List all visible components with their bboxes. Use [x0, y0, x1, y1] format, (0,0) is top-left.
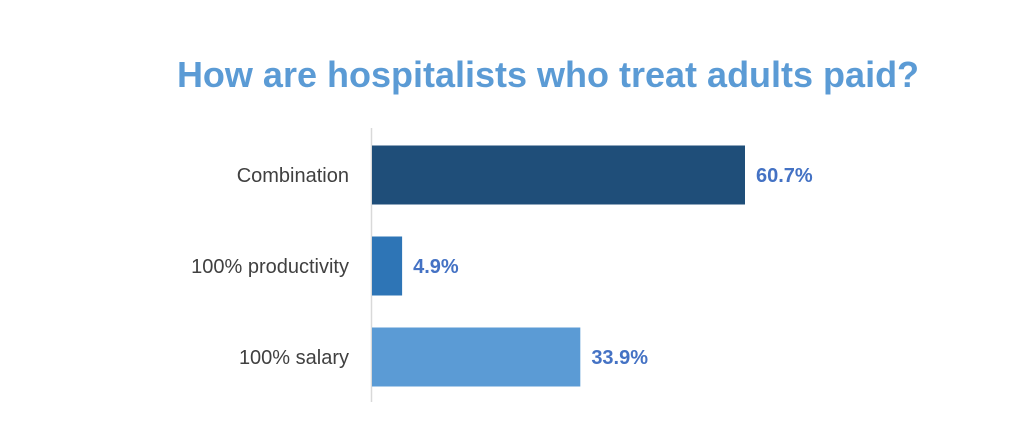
data-label: 33.9%	[591, 347, 648, 369]
data-label: 60.7%	[756, 165, 813, 187]
bar-100-salary	[372, 327, 581, 387]
bar-combination	[372, 145, 745, 205]
chart-title: How are hospitalists who treat adults pa…	[177, 54, 919, 95]
bar-100-productivity	[372, 236, 403, 296]
data-label: 4.9%	[413, 256, 459, 278]
category-label: 100% salary	[239, 347, 349, 369]
category-label: Combination	[237, 165, 349, 187]
category-label: 100% productivity	[191, 256, 349, 278]
